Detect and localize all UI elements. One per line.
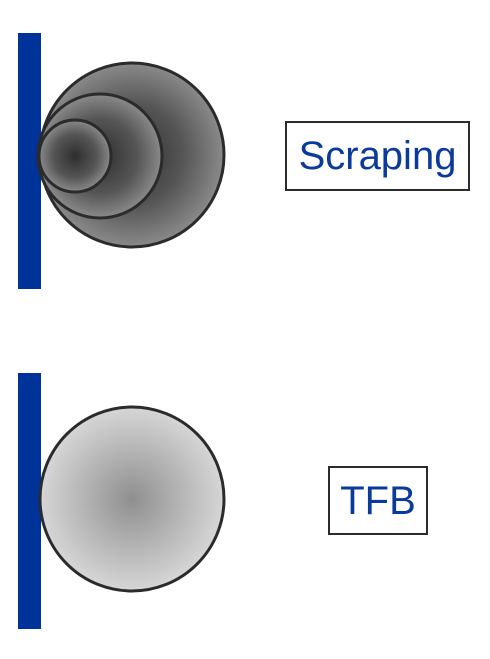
tfb-label: TFB (340, 478, 416, 523)
scraping-label: Scraping (298, 134, 457, 178)
tfb-label-box: TFB (328, 466, 428, 535)
scraping-particle-inner (37, 118, 113, 194)
scraping-wall (18, 33, 41, 289)
scraping-label-box: Scraping (285, 121, 470, 191)
tfb-wall (18, 373, 41, 629)
tfb-group (18, 373, 226, 629)
scraping-group (18, 33, 226, 289)
tfb-particle (38, 405, 226, 593)
